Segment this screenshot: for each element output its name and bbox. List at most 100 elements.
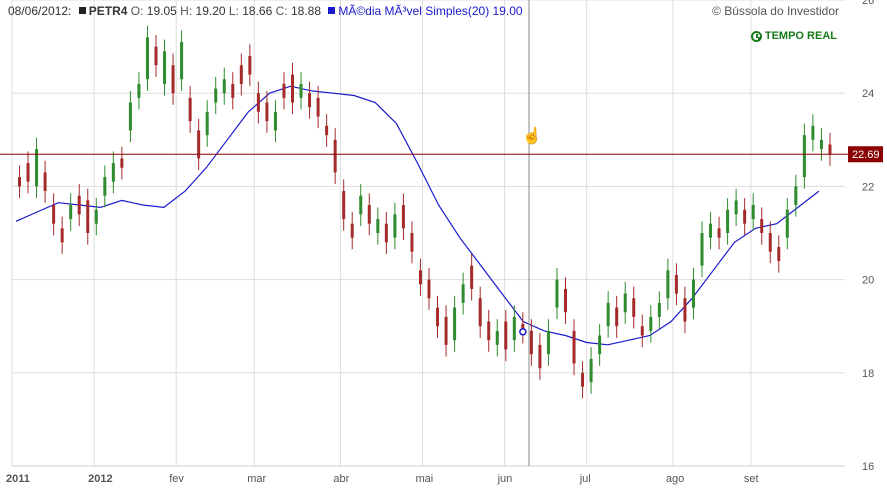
candle: [60, 216, 64, 254]
high-value: 19.20: [195, 4, 226, 18]
candle: [478, 286, 482, 338]
y-tick-label: 26: [862, 0, 874, 7]
candle: [273, 100, 277, 143]
current-price-line: 22.69: [0, 146, 883, 336]
candle: [205, 100, 209, 147]
candle: [743, 198, 747, 236]
candle: [521, 312, 525, 344]
candle: [828, 132, 832, 166]
x-tick-label: mar: [247, 473, 266, 485]
candle: [188, 86, 192, 133]
candle: [103, 165, 107, 208]
candle: [495, 319, 499, 357]
open-label: O:: [130, 4, 144, 18]
copyright-text: © Bússola do Investidor: [712, 4, 839, 18]
x-tick-label: abr: [333, 473, 349, 485]
candle: [436, 295, 440, 338]
candle: [785, 198, 789, 250]
candle: [180, 30, 184, 91]
x-tick-label: 2012: [88, 473, 112, 485]
low-label: L:: [228, 4, 239, 18]
candle: [572, 319, 576, 376]
candle: [239, 53, 243, 96]
price-badge-label: 22.69: [852, 149, 880, 161]
candle: [384, 212, 388, 254]
candle: [674, 263, 678, 306]
candle: [171, 53, 175, 105]
candle: [589, 347, 593, 394]
candle: [86, 188, 90, 245]
candle: [564, 277, 567, 324]
candle: [94, 198, 98, 236]
candle: [427, 267, 431, 310]
candle: [282, 72, 286, 110]
candle: [615, 295, 619, 338]
candle: [359, 184, 363, 227]
candle: [666, 258, 670, 310]
x-tick-label: set: [744, 473, 759, 485]
candle: [802, 123, 806, 189]
candle: [418, 258, 422, 296]
candle: [248, 44, 252, 87]
header-date: 08/06/2012:: [8, 4, 72, 18]
candle: [623, 281, 627, 324]
y-axis-labels: 16 18 20 22 24 26: [862, 0, 874, 473]
candle: [691, 267, 695, 320]
y-tick-label: 24: [862, 88, 874, 100]
candle: [700, 221, 704, 278]
candle: [367, 193, 371, 236]
x-tick-label: ago: [666, 473, 684, 485]
clock-icon: [750, 30, 762, 42]
candle: [470, 253, 474, 301]
candle: [768, 221, 772, 264]
candle: [546, 319, 550, 366]
x-tick-label: 2011: [6, 473, 30, 485]
close-value: 18.88: [290, 4, 321, 18]
candle: [683, 286, 687, 334]
candle: [222, 67, 226, 105]
candle: [342, 179, 346, 231]
ma-square-icon: [328, 7, 336, 14]
candle: [145, 25, 149, 91]
candle: [154, 34, 158, 77]
ma-polyline: [15, 85, 820, 346]
realtime-label: TEMPO REAL: [764, 30, 837, 42]
x-tick-label: jul: [579, 473, 591, 485]
ohlc-header: 08/06/2012: PETR4 O: 19.05 H: 19.20 L: 1…: [8, 4, 523, 18]
candle: [538, 333, 542, 380]
candle: [444, 305, 448, 357]
candle: [555, 267, 559, 320]
candle: [350, 212, 354, 250]
candle: [581, 361, 585, 399]
candle: [794, 174, 798, 217]
crosshair-marker: [519, 328, 527, 336]
high-label: H:: [180, 4, 193, 18]
candle: [77, 184, 81, 227]
candle: [43, 160, 47, 203]
candle: [598, 323, 602, 366]
candle: [461, 272, 465, 315]
candle: [128, 90, 132, 143]
candle: [256, 81, 260, 124]
candle: [410, 221, 414, 264]
candle: [649, 305, 653, 343]
candle: [657, 291, 661, 329]
header-ticker: PETR4: [88, 4, 128, 18]
ticker-square-icon: [78, 7, 86, 14]
candle: [26, 151, 30, 194]
x-tick-label: jun: [497, 473, 513, 485]
candle: [197, 118, 201, 171]
candle: [709, 212, 713, 250]
candles-group: [18, 25, 832, 399]
chart-grid: [11, 0, 845, 467]
candle: [35, 137, 39, 199]
hand-cursor-icon: ☝: [522, 128, 542, 145]
candle: [316, 86, 320, 129]
y-tick-label: 22: [862, 181, 874, 193]
candle: [606, 291, 610, 338]
close-label: C:: [275, 4, 288, 18]
candle: [265, 90, 269, 133]
candle: [453, 295, 457, 352]
realtime-badge[interactable]: TEMPO REAL: [750, 30, 837, 42]
